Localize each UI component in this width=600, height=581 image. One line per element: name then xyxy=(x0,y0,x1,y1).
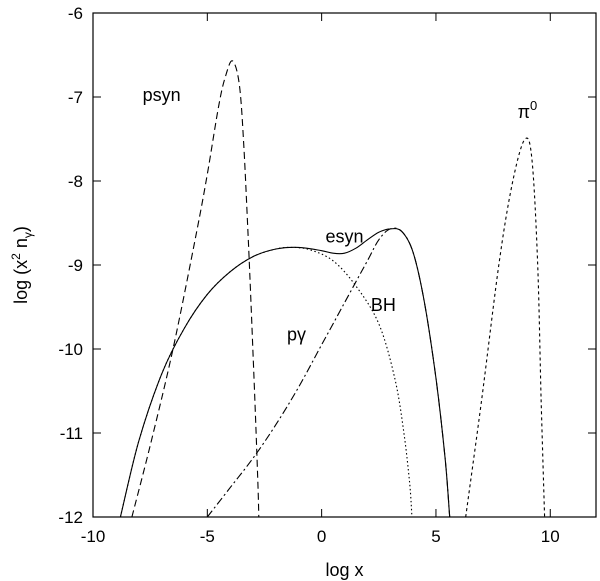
series-label-0: psyn xyxy=(143,85,181,105)
x-tick-label: -5 xyxy=(200,527,215,546)
series-label-3: BH xyxy=(371,295,396,315)
series-line-psyn xyxy=(131,60,260,518)
y-axis-title-sub: γ xyxy=(21,232,35,238)
series-line-0 xyxy=(465,137,546,518)
y-tick-label: -11 xyxy=(60,424,83,443)
y-tick-label: -12 xyxy=(58,508,83,527)
series-line-bh xyxy=(206,227,451,518)
x-axis-title: log x xyxy=(325,560,363,580)
x-tick-label: 0 xyxy=(317,527,326,546)
series-line-p xyxy=(119,246,413,518)
y-axis-title-mid: n xyxy=(11,238,31,253)
x-tick-label: 5 xyxy=(431,527,440,546)
y-tick-label: -6 xyxy=(68,4,83,23)
y-axis-title-base: log (x xyxy=(11,260,31,304)
x-tick-label: 10 xyxy=(541,527,560,546)
series-label-4: π0 xyxy=(518,98,538,122)
y-axis-title-sup: 2 xyxy=(9,253,23,260)
y-axis-title-end: ) xyxy=(11,226,31,232)
series-line-esyn xyxy=(119,228,451,518)
y-tick-label: -10 xyxy=(58,340,83,359)
series-label-1: esyn xyxy=(325,226,363,246)
y-axis-title: log (x2 nγ) xyxy=(9,226,35,304)
x-tick-label: -10 xyxy=(81,527,106,546)
y-tick-label: -7 xyxy=(68,88,83,107)
axis-ticks: -10 -5 0 5 10 -12 -11 -10 -9 -8 -7 -6 xyxy=(58,4,596,546)
y-tick-label: -8 xyxy=(68,172,83,191)
y-tick-label: -9 xyxy=(68,256,83,275)
series-curves xyxy=(119,60,546,518)
series-labels: psyn esyn pγ BH π0 xyxy=(143,85,538,344)
series-label-2: pγ xyxy=(287,325,306,345)
